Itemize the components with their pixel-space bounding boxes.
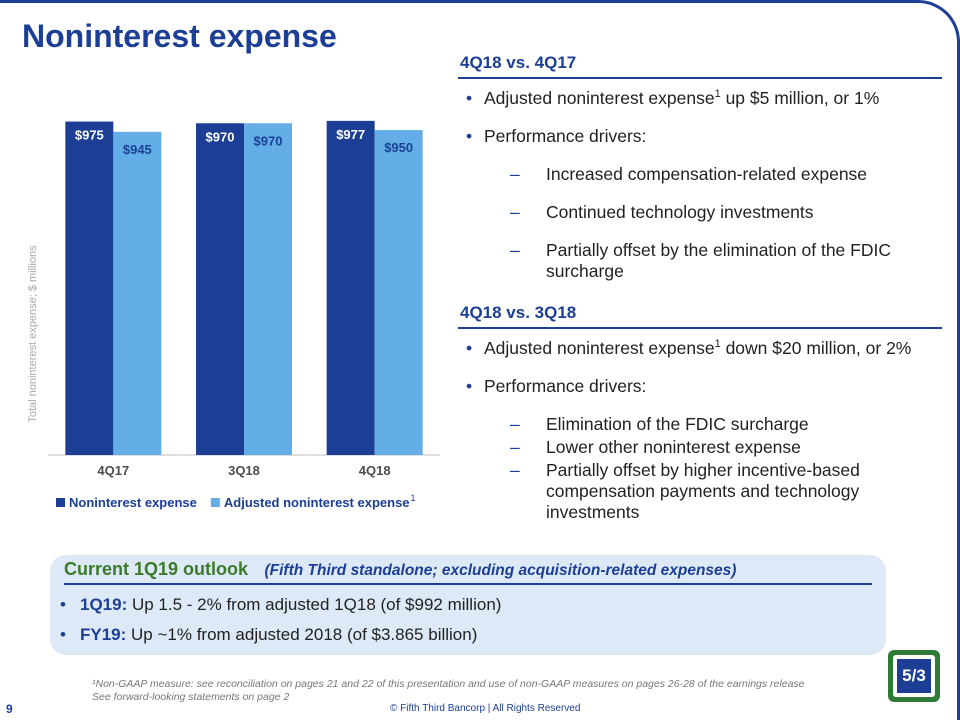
bullet-yoy-change: Adjusted noninterest expense1 up $5 mill… [458,88,942,109]
y-axis-label: Total noninterest expense; $ millions [27,245,39,423]
legend-swatch [210,498,220,507]
legend-superscript: 1 [411,493,416,503]
fifth-third-logo: 5/3 [888,650,940,702]
bullet-qoq-change: Adjusted noninterest expense1 down $20 m… [458,338,942,359]
footnote-line: ¹Non-GAAP measure: see reconciliation on… [92,678,805,690]
section-heading-4q17: 4Q18 vs. 4Q17 [458,50,942,79]
driver-item: Elimination of the FDIC surcharge [458,414,942,435]
driver-item: Partially offset by the elimination of t… [458,240,942,282]
bar-adjusted-noninterest-expense [113,131,162,455]
outlook-subtitle: (Fifth Third standalone; excluding acqui… [264,562,737,579]
outlook-item-fy19: FY19: Up ~1% from adjusted 2018 (of $3.8… [58,625,477,645]
bar-adjusted-noninterest-expense [244,123,292,455]
x-tick-label: 4Q17 [97,463,129,478]
page-title: Noninterest expense [22,18,337,54]
footnote: ¹Non-GAAP measure: see reconciliation on… [92,678,805,704]
section-heading-3q18: 4Q18 vs. 3Q18 [458,300,942,329]
data-label: $975 [75,128,104,143]
data-label: $970 [254,133,283,148]
logo-mark: 5/3 [897,659,931,693]
copyright: © Fifth Third Bancorp | All Rights Reser… [390,703,581,714]
bar-noninterest-expense [326,120,375,455]
driver-item: Increased compensation-related expense [458,164,942,185]
driver-item: Partially offset by higher incentive-bas… [458,460,942,523]
x-tick-label: 3Q18 [228,463,260,478]
data-label: $970 [206,129,235,144]
legend-label: Adjusted noninterest expense [224,495,410,510]
outlook-box: Current 1Q19 outlook (Fifth Third standa… [50,555,886,655]
footnote-line: See forward-looking statements on page 2 [92,691,290,703]
data-label: $977 [336,127,365,142]
bullet-drivers: Performance drivers: [458,376,942,397]
data-label: $945 [123,142,152,157]
bar-adjusted-noninterest-expense [374,130,423,455]
bar-noninterest-expense [65,121,114,456]
outlook-item-1q19: 1Q19: Up 1.5 - 2% from adjusted 1Q18 (of… [58,595,501,615]
logo-frame: 5/3 [893,655,935,697]
x-tick-label: 4Q18 [359,463,391,478]
commentary-panel: 4Q18 vs. 4Q17 Adjusted noninterest expen… [458,50,942,523]
bullet-drivers: Performance drivers: [458,126,942,147]
bar-noninterest-expense [196,123,244,455]
driver-item: Lower other noninterest expense [458,437,942,458]
legend-swatch [56,498,65,507]
driver-item: Continued technology investments [458,202,942,223]
bar-chart: Total noninterest expense; $ millions $97… [0,80,450,530]
legend-label: Noninterest expense [69,495,197,510]
chart-canvas: Total noninterest expense; $ millions $97… [27,120,440,510]
outlook-title: Current 1Q19 outlook [64,559,249,579]
page-number: 9 [6,702,13,716]
data-label: $950 [384,140,413,155]
outlook-header: Current 1Q19 outlook (Fifth Third standa… [64,559,872,585]
